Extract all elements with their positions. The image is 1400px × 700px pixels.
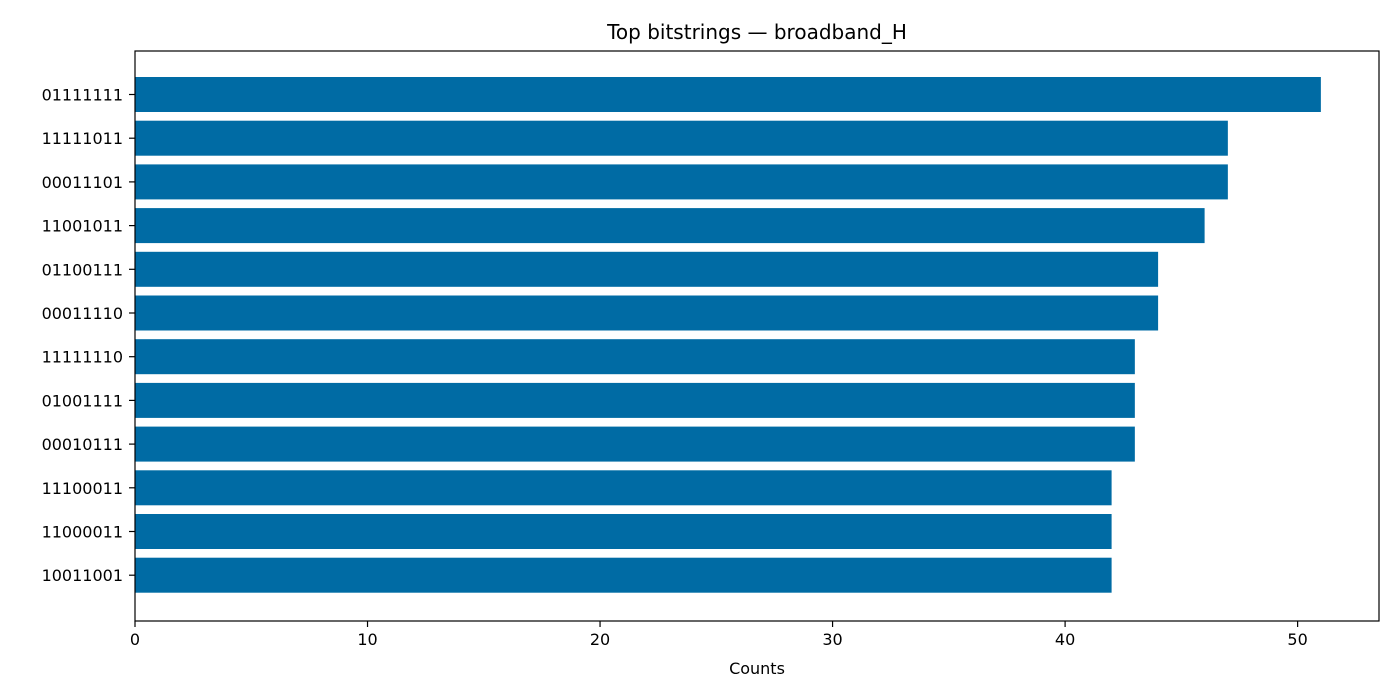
bar-00011101 — [135, 164, 1228, 200]
bar-01001111 — [135, 382, 1135, 418]
y-tick-label: 01111111 — [42, 86, 123, 105]
plot-frame — [134, 50, 1380, 622]
bar-11111110 — [135, 339, 1135, 375]
x-tick-label: 0 — [130, 630, 140, 649]
x-tick-label: 40 — [1055, 630, 1075, 649]
x-tick-label: 20 — [590, 630, 610, 649]
y-tick-label: 11111011 — [42, 129, 123, 148]
y-tick-label: 11001011 — [42, 217, 123, 236]
x-axis-label: Counts — [729, 659, 785, 678]
bar-10011001 — [135, 557, 1112, 593]
bar-11100011 — [135, 470, 1112, 506]
bar-11000011 — [135, 514, 1112, 549]
bar-00010111 — [135, 426, 1135, 462]
x-tick-label: 10 — [357, 630, 377, 649]
y-tick-label: 00011110 — [42, 304, 123, 323]
y-axis-ticks: 01111111 11111011 00011101 11001011 01100111… — [42, 86, 135, 585]
x-axis-ticks: 0 10 20 30 40 50 — [130, 621, 1308, 649]
bar-01100111 — [135, 251, 1159, 287]
y-tick-label: 01001111 — [42, 391, 123, 410]
y-tick-label: 10011001 — [42, 566, 123, 585]
bars-group — [135, 77, 1321, 593]
y-tick-label: 11100011 — [42, 479, 123, 498]
bar-00011110 — [135, 295, 1159, 331]
y-tick-label: 00010111 — [42, 435, 123, 454]
y-tick-label: 11111110 — [42, 348, 123, 367]
y-tick-label: 00011101 — [42, 173, 123, 192]
chart-title: Top bitstrings — broadband_H — [606, 20, 907, 44]
bar-11001011 — [135, 208, 1205, 244]
y-tick-label: 11000011 — [42, 523, 123, 542]
bar-11111011 — [135, 120, 1228, 156]
bar-01111111 — [135, 77, 1321, 112]
x-tick-label: 30 — [822, 630, 842, 649]
y-tick-label: 01100111 — [42, 260, 123, 279]
x-tick-label: 50 — [1287, 630, 1307, 649]
